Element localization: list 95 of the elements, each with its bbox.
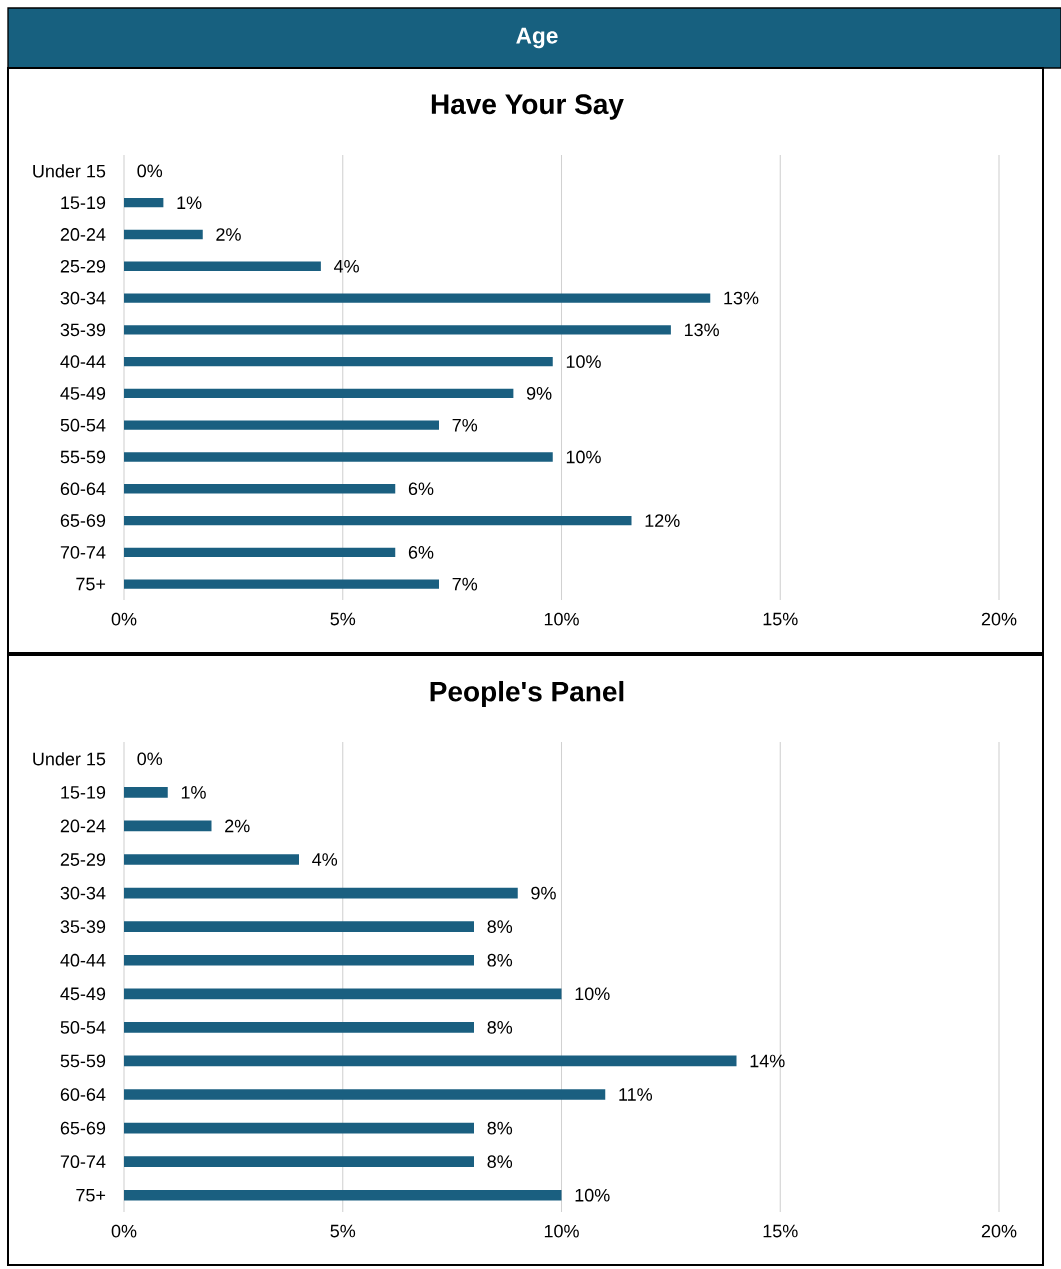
bar	[124, 325, 671, 335]
data-label: 8%	[487, 1021, 513, 1034]
data-label: 4%	[312, 853, 338, 866]
x-tick-label: 5%	[330, 612, 356, 626]
data-label: 10%	[575, 1188, 610, 1202]
bar	[124, 420, 439, 430]
y-tick-label: 45-49	[60, 387, 106, 400]
x-tick-label: 5%	[330, 1224, 356, 1238]
bar	[124, 787, 168, 798]
data-label: 6%	[408, 482, 434, 496]
bar	[124, 1122, 474, 1134]
y-tick-label: 65-69	[60, 514, 106, 527]
y-tick-label: 60-64	[60, 1088, 106, 1101]
data-label: 0%	[137, 164, 163, 178]
chart-title: Have Your Say	[431, 94, 624, 120]
y-tick-label: 20-24	[60, 228, 106, 241]
y-tick-label: 50-54	[60, 1021, 106, 1034]
x-tick-label: 15%	[763, 1224, 798, 1238]
bar	[124, 452, 553, 462]
data-label: 7%	[452, 418, 478, 432]
bar	[124, 1189, 562, 1201]
y-tick-label: 45-49	[60, 987, 106, 1001]
bar	[124, 854, 299, 865]
bar	[124, 293, 711, 303]
y-tick-label: 30-34	[60, 886, 106, 900]
bar	[124, 1022, 474, 1033]
data-label: 12%	[645, 514, 680, 527]
data-label: 2%	[225, 819, 250, 833]
data-label: 8%	[487, 1155, 513, 1169]
y-tick-label: 25-29	[60, 853, 106, 866]
data-label: 10%	[566, 450, 601, 464]
y-tick-label: 40-44	[60, 953, 106, 967]
y-tick-label: 35-39	[60, 920, 106, 934]
data-label: 8%	[487, 953, 513, 967]
bar	[124, 388, 514, 399]
y-tick-label: 40-44	[60, 355, 106, 368]
x-tick-label: 10%	[544, 612, 579, 626]
bar	[124, 515, 632, 526]
y-tick-label: 60-64	[60, 482, 106, 496]
data-label: 10%	[575, 987, 610, 1001]
x-tick-label: 0%	[111, 612, 137, 626]
bar	[124, 1055, 737, 1067]
x-tick-label: 10%	[544, 1224, 579, 1238]
data-label: 1%	[177, 196, 202, 209]
y-tick-label: 75+	[76, 1188, 106, 1202]
bar	[124, 547, 396, 557]
y-tick-label: Under 15	[33, 164, 106, 178]
data-label: 8%	[487, 920, 513, 934]
y-tick-label: 70-74	[60, 545, 106, 559]
y-tick-label: 50-54	[60, 418, 106, 432]
y-tick-label: 75+	[76, 577, 106, 591]
data-label: 10%	[566, 355, 601, 368]
data-label: 4%	[334, 259, 359, 273]
x-tick-label: 15%	[763, 612, 798, 626]
y-tick-label: 70-74	[60, 1155, 106, 1169]
data-label: 13%	[724, 291, 759, 305]
data-label: 13%	[684, 323, 719, 337]
bar	[124, 484, 396, 494]
y-tick-label: 15-19	[61, 786, 106, 799]
data-label: 9%	[526, 387, 552, 400]
bar	[124, 954, 474, 966]
y-tick-label: 15-19	[61, 196, 106, 210]
x-tick-label: 20%	[981, 612, 1017, 626]
data-label: 7%	[452, 577, 478, 591]
bar	[124, 921, 474, 932]
data-label: 11%	[619, 1088, 653, 1101]
bar	[124, 356, 553, 367]
data-label: 9%	[531, 886, 556, 900]
bar	[124, 1089, 606, 1100]
data-label: 14%	[750, 1054, 785, 1068]
data-label: 8%	[487, 1121, 513, 1135]
bar	[124, 820, 212, 832]
x-tick-label: 20%	[981, 1224, 1017, 1238]
bar	[124, 887, 518, 899]
y-tick-label: 30-34	[60, 291, 106, 305]
y-tick-label: 25-29	[60, 259, 106, 273]
bar	[124, 229, 203, 240]
data-label: 6%	[408, 545, 434, 559]
bar	[124, 988, 562, 1000]
bar	[124, 198, 164, 208]
chart-title: People's Panel	[430, 680, 624, 708]
y-tick-label: 20-24	[60, 819, 106, 833]
data-label: 1%	[181, 786, 206, 799]
y-tick-label: 55-59	[60, 1054, 106, 1068]
data-label: 0%	[137, 752, 163, 766]
y-tick-label: 35-39	[60, 323, 106, 337]
bar	[124, 261, 321, 271]
data-label: 2%	[216, 228, 241, 241]
x-tick-label: 0%	[111, 1224, 137, 1238]
y-tick-label: 55-59	[60, 450, 106, 464]
bar	[124, 1156, 474, 1167]
bar	[124, 579, 439, 589]
y-tick-label: 65-69	[60, 1121, 106, 1135]
y-tick-label: Under 15	[33, 752, 106, 766]
text: Age	[516, 27, 558, 49]
